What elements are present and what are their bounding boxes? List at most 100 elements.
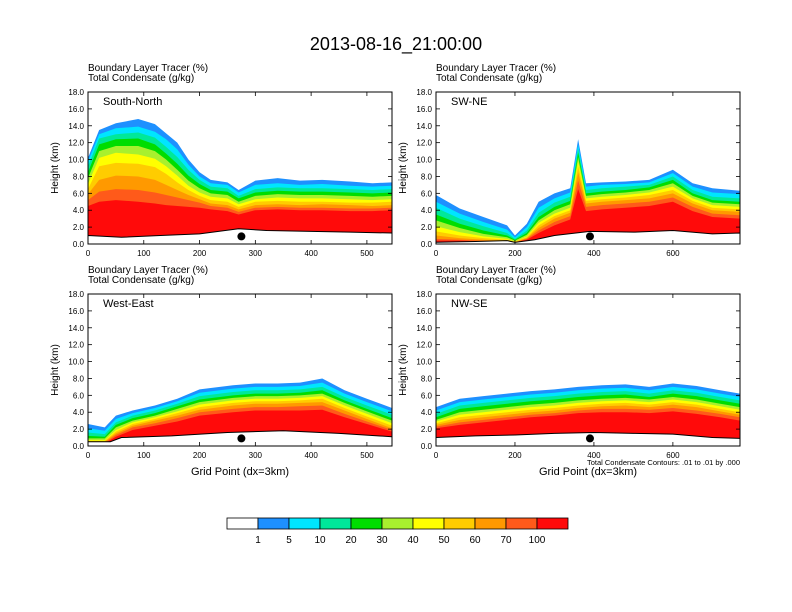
legend-swatch	[226, 517, 259, 530]
y-tick-label: 12.0	[68, 139, 84, 148]
x-tick-label: 0	[86, 451, 91, 460]
panel-header-tracer: Boundary Layer Tracer (%)	[436, 265, 556, 276]
panel-header-condensate: Total Condensate (g/kg)	[88, 73, 194, 84]
y-tick-label: 14.0	[68, 324, 84, 333]
panel-header-tracer: Boundary Layer Tracer (%)	[436, 63, 556, 74]
x-tick-label: 200	[193, 451, 207, 460]
y-tick-label: 2.0	[421, 425, 433, 434]
x-tick-label: 200	[508, 249, 522, 258]
legend-swatch	[412, 517, 445, 530]
panel-label: SW-NE	[451, 96, 487, 108]
x-tick-label: 400	[587, 451, 601, 460]
y-tick-label: 8.0	[421, 172, 433, 181]
y-tick-label: 16.0	[68, 307, 84, 316]
y-axis-label: Height (km)	[50, 344, 61, 396]
location-marker	[237, 434, 246, 443]
panel-header-condensate: Total Condensate (g/kg)	[88, 275, 194, 286]
panel-0: Boundary Layer Tracer (%)Total Condensat…	[50, 63, 393, 258]
legend-label: 70	[500, 535, 512, 546]
contour-footnote: Total Condensate Contours: .01 to .01 by…	[587, 458, 740, 467]
y-tick-label: 18.0	[68, 88, 84, 97]
y-tick-label: 6.0	[73, 189, 85, 198]
y-tick-label: 8.0	[73, 172, 85, 181]
x-tick-label: 100	[137, 451, 151, 460]
y-tick-label: 14.0	[416, 122, 432, 131]
x-tick-label: 300	[249, 249, 263, 258]
legend-label: 40	[407, 535, 419, 546]
x-tick-label: 0	[86, 249, 91, 258]
legend-swatch	[443, 517, 476, 530]
y-tick-label: 0.0	[73, 240, 85, 249]
y-tick-label: 18.0	[68, 290, 84, 299]
panel-2: Boundary Layer Tracer (%)Total Condensat…	[50, 265, 393, 478]
legend-swatch	[319, 517, 352, 530]
y-tick-label: 4.0	[73, 408, 85, 417]
layer-100	[436, 189, 740, 244]
x-tick-label: 500	[360, 451, 374, 460]
y-tick-label: 12.0	[68, 341, 84, 350]
figure-title: 2013-08-16_21:00:00	[310, 34, 482, 55]
y-tick-label: 6.0	[73, 391, 85, 400]
y-tick-label: 2.0	[421, 223, 433, 232]
legend-label: 5	[286, 535, 292, 546]
plot-frame	[435, 293, 741, 447]
plot-frame	[435, 91, 741, 245]
x-tick-label: 400	[304, 249, 318, 258]
y-tick-label: 2.0	[73, 223, 85, 232]
y-tick-label: 10.0	[68, 358, 84, 367]
y-tick-label: 12.0	[416, 341, 432, 350]
y-axis-label: Height (km)	[398, 344, 409, 396]
panel-header-condensate: Total Condensate (g/kg)	[436, 73, 542, 84]
y-tick-label: 16.0	[416, 105, 432, 114]
panel-3: Boundary Layer Tracer (%)Total Condensat…	[398, 265, 741, 478]
legend-swatch	[474, 517, 507, 530]
filled-layers	[88, 119, 392, 244]
x-tick-label: 100	[137, 249, 151, 258]
legend-label: 30	[376, 535, 388, 546]
legend-swatch	[536, 517, 569, 530]
panel-1: Boundary Layer Tracer (%)Total Condensat…	[398, 63, 741, 258]
panel-header-tracer: Boundary Layer Tracer (%)	[88, 63, 208, 74]
x-tick-label: 500	[360, 249, 374, 258]
y-tick-label: 18.0	[416, 88, 432, 97]
x-tick-label: 400	[587, 249, 601, 258]
y-tick-label: 4.0	[73, 206, 85, 215]
y-tick-label: 8.0	[421, 374, 433, 383]
y-tick-label: 6.0	[421, 189, 433, 198]
panels: Boundary Layer Tracer (%)Total Condensat…	[50, 63, 741, 478]
x-tick-label: 300	[249, 451, 263, 460]
y-tick-label: 14.0	[68, 122, 84, 131]
panel-header-tracer: Boundary Layer Tracer (%)	[88, 265, 208, 276]
panel-label: NW-SE	[451, 298, 487, 310]
x-tick-label: 0	[434, 249, 439, 258]
legend-swatch	[350, 517, 383, 530]
y-tick-label: 16.0	[416, 307, 432, 316]
y-tick-label: 10.0	[68, 156, 84, 165]
y-tick-label: 4.0	[421, 408, 433, 417]
y-tick-label: 6.0	[421, 391, 433, 400]
panel-label: West-East	[103, 298, 154, 310]
filled-layers	[436, 139, 740, 244]
y-tick-label: 12.0	[416, 139, 432, 148]
x-tick-label: 0	[434, 451, 439, 460]
legend-swatch	[257, 517, 290, 530]
y-tick-label: 2.0	[73, 425, 85, 434]
legend-swatch	[288, 517, 321, 530]
y-axis-label: Height (km)	[398, 142, 409, 194]
y-tick-label: 18.0	[416, 290, 432, 299]
y-tick-label: 4.0	[421, 206, 433, 215]
legend-label: 100	[529, 535, 546, 546]
x-axis-label: Grid Point (dx=3km)	[191, 466, 289, 478]
y-tick-label: 0.0	[421, 240, 433, 249]
legend-label: 10	[314, 535, 326, 546]
y-tick-label: 10.0	[416, 358, 432, 367]
legend-swatch	[381, 517, 414, 530]
y-axis-label: Height (km)	[50, 142, 61, 194]
panel-header-condensate: Total Condensate (g/kg)	[436, 275, 542, 286]
legend-label: 60	[469, 535, 481, 546]
legend-label: 50	[438, 535, 450, 546]
x-tick-label: 200	[193, 249, 207, 258]
x-tick-label: 600	[666, 451, 680, 460]
location-marker	[585, 232, 594, 241]
x-tick-label: 200	[508, 451, 522, 460]
